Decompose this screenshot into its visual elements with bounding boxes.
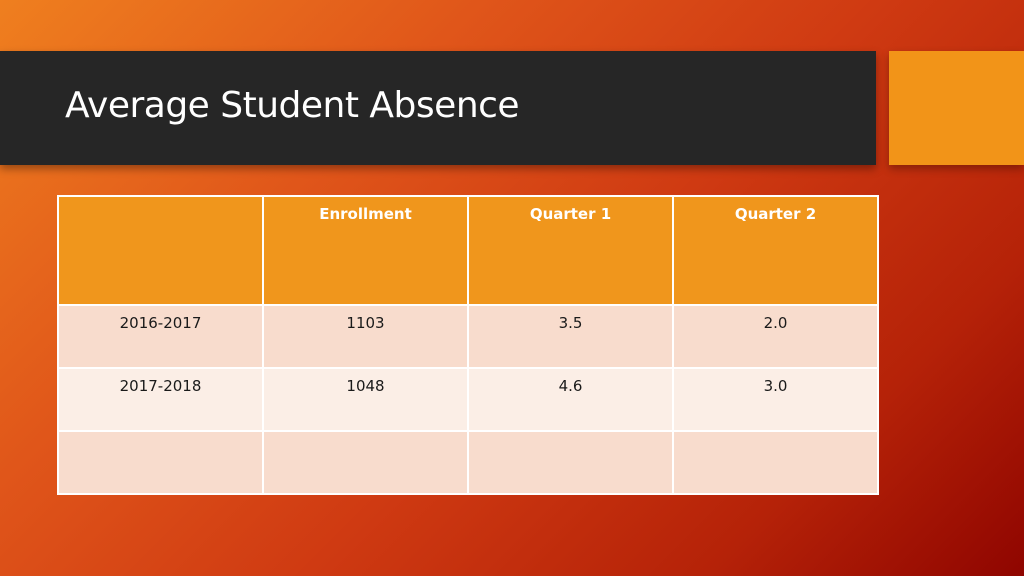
cell-quarter-2: 3.0	[672, 367, 879, 432]
cell-quarter-1: 3.5	[467, 304, 674, 369]
table-row: 2017-2018 1048 4.6 3.0	[57, 367, 879, 432]
cell-year: 2016-2017	[57, 304, 264, 369]
title-bar	[0, 51, 876, 165]
cell-enrollment: 1048	[262, 367, 469, 432]
table-row	[57, 430, 879, 495]
cell-quarter-1: 4.6	[467, 367, 674, 432]
cell-quarter-1	[467, 430, 674, 495]
cell-year	[57, 430, 264, 495]
header-cell-quarter-2: Quarter 2	[672, 195, 879, 306]
table-row: 2016-2017 1103 3.5 2.0	[57, 304, 879, 369]
cell-enrollment: 1103	[262, 304, 469, 369]
cell-enrollment	[262, 430, 469, 495]
cell-quarter-2	[672, 430, 879, 495]
accent-square	[889, 51, 1024, 165]
slide-title: Average Student Absence	[65, 85, 520, 126]
header-cell-enrollment: Enrollment	[262, 195, 469, 306]
header-cell-blank	[57, 195, 264, 306]
cell-year: 2017-2018	[57, 367, 264, 432]
table-header-row: Enrollment Quarter 1 Quarter 2	[57, 195, 879, 306]
absence-table: Enrollment Quarter 1 Quarter 2 2016-2017…	[57, 195, 879, 495]
header-cell-quarter-1: Quarter 1	[467, 195, 674, 306]
cell-quarter-2: 2.0	[672, 304, 879, 369]
